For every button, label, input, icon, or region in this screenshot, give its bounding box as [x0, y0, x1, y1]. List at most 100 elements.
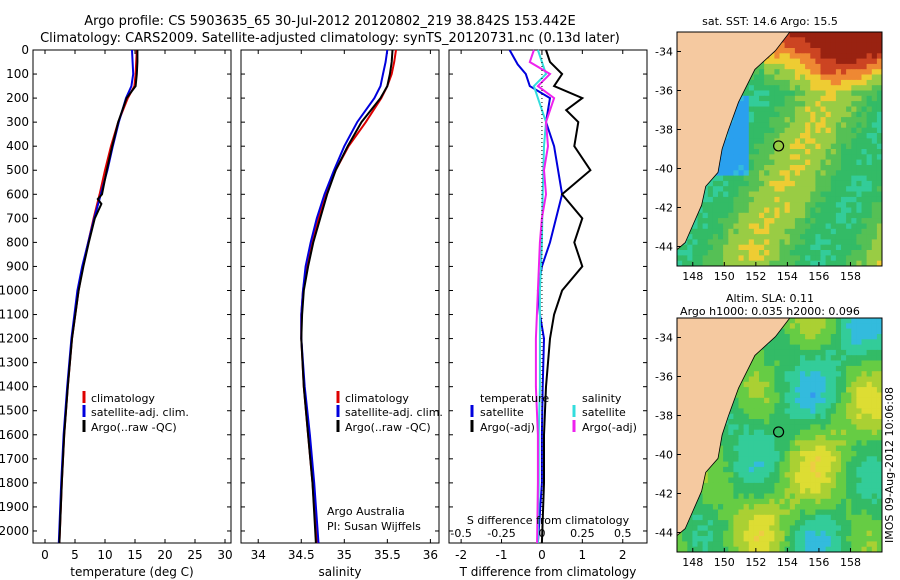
map-cell [800, 149, 806, 155]
map-cell [723, 525, 729, 532]
map-cell [779, 42, 786, 49]
map-cell [738, 419, 745, 425]
map-cell [718, 488, 724, 495]
map-cell [841, 466, 847, 473]
map-cell [789, 334, 796, 340]
map-cell [748, 101, 755, 107]
map-cell [800, 541, 806, 548]
map-cell [743, 413, 750, 420]
map-cell [856, 456, 863, 463]
map-cell [856, 69, 863, 76]
map-cell [712, 530, 719, 537]
map-cell [805, 546, 811, 552]
map-cell [774, 69, 781, 76]
map-cell [805, 53, 811, 60]
map-cell [856, 186, 863, 193]
map-cell [841, 207, 847, 214]
map-cell [748, 212, 755, 219]
map-cell [856, 546, 863, 552]
map-cell [846, 165, 852, 171]
map-cell [856, 53, 863, 60]
map-cell [825, 397, 832, 404]
map-cell [753, 207, 760, 214]
map-cell [697, 228, 704, 235]
x-tick-label: 25 [187, 548, 202, 562]
map-cell [805, 493, 811, 500]
map-cell [841, 180, 847, 187]
map-cell [815, 429, 822, 436]
map-cell [789, 48, 796, 54]
map-cell [866, 127, 873, 134]
map-cell [830, 365, 837, 372]
map-cell [810, 429, 816, 436]
map-cell [764, 138, 770, 145]
map-cell [789, 37, 796, 44]
map-cell [805, 202, 811, 209]
map-cell [805, 138, 811, 145]
map-cell [835, 101, 842, 107]
map-cell [815, 143, 822, 150]
map-cell [841, 520, 847, 526]
map-cell [866, 212, 873, 219]
map-cell [723, 234, 729, 240]
map-cell [835, 149, 842, 155]
map-cell [830, 223, 837, 230]
map-cell [779, 403, 786, 409]
map-cell [820, 223, 827, 230]
map-cell [789, 218, 796, 224]
map-cell [846, 143, 852, 150]
map-cell [805, 514, 811, 521]
map-cell [866, 218, 873, 224]
map-cell [692, 520, 699, 526]
map-cell [846, 228, 852, 235]
map-cell [856, 250, 863, 256]
map-cell [861, 360, 868, 367]
map-cell [784, 419, 791, 425]
map-cell [779, 180, 786, 187]
map-cell [784, 514, 791, 521]
map-cell [820, 323, 827, 330]
map-cell [841, 355, 847, 362]
map-cell [800, 482, 806, 489]
map-cell [743, 250, 750, 256]
map-cell [794, 466, 801, 473]
map-cell [835, 514, 842, 521]
map-cell [810, 186, 816, 193]
map-cell [835, 165, 842, 171]
map-cell [861, 85, 868, 92]
map-cell [861, 466, 868, 473]
map-cell [733, 218, 740, 224]
map-cell [866, 509, 873, 516]
map-cell [743, 424, 750, 431]
map-cell [841, 85, 847, 92]
map-cell [733, 514, 740, 521]
map-cell [820, 127, 827, 134]
map-cell [759, 127, 765, 134]
map-cell [789, 419, 796, 425]
map-cell [723, 514, 729, 521]
map-cell [815, 413, 822, 420]
map-cell [805, 223, 811, 230]
map-cell [712, 498, 719, 505]
map-cell [743, 376, 750, 383]
map-cell [733, 546, 740, 552]
map-cell [784, 212, 791, 219]
map-cell [800, 504, 806, 510]
map-cell [810, 79, 816, 86]
map-cell [707, 180, 714, 187]
map-cell [805, 218, 811, 224]
map-cell [876, 260, 882, 266]
map-cell [820, 202, 827, 209]
map-cell [815, 260, 822, 266]
map-cell [825, 318, 832, 324]
map-cell [784, 90, 791, 97]
map-cell [861, 69, 868, 76]
map-cell [687, 260, 693, 266]
map-cell [784, 191, 791, 198]
map-cell [815, 53, 822, 60]
map-cell [779, 95, 786, 102]
map-cell [759, 514, 765, 521]
map-cell [861, 175, 868, 182]
map-cell [851, 143, 857, 150]
map-cell [707, 234, 714, 240]
